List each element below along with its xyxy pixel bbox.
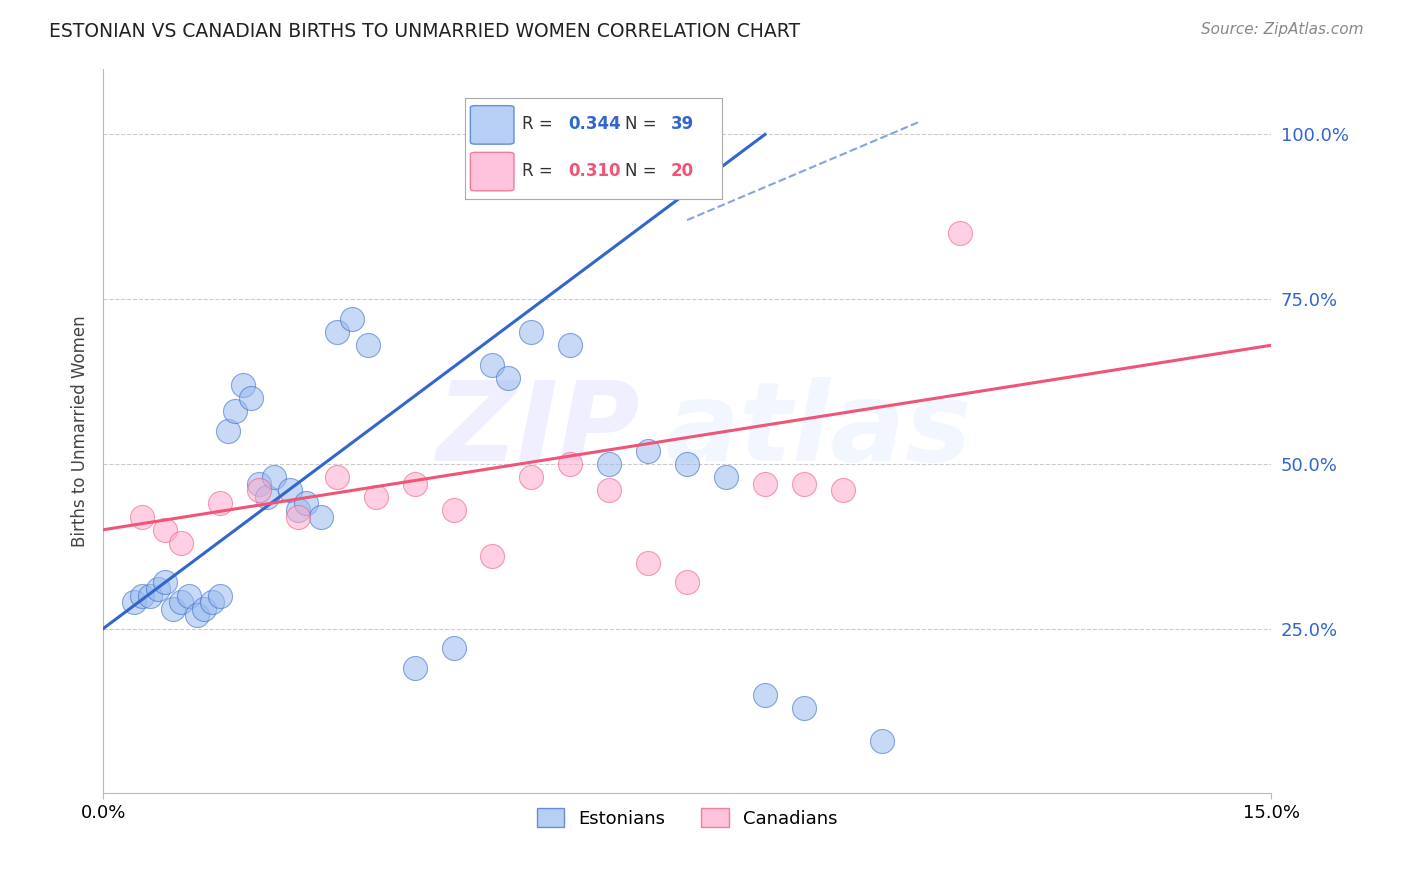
Point: [754, 688, 776, 702]
Point: [598, 483, 620, 498]
Point: [676, 575, 699, 590]
Point: [287, 503, 309, 517]
Point: [357, 338, 380, 352]
Point: [481, 549, 503, 563]
Point: [560, 457, 582, 471]
Point: [224, 404, 246, 418]
Point: [217, 424, 239, 438]
Point: [404, 476, 426, 491]
Point: [294, 496, 316, 510]
Point: [162, 602, 184, 616]
Point: [637, 443, 659, 458]
Point: [443, 503, 465, 517]
Y-axis label: Births to Unmarried Women: Births to Unmarried Women: [72, 315, 89, 547]
Point: [287, 509, 309, 524]
Point: [520, 325, 543, 339]
Point: [208, 589, 231, 603]
Point: [325, 470, 347, 484]
Point: [496, 371, 519, 385]
Point: [481, 358, 503, 372]
Text: atlas: atlas: [664, 377, 972, 484]
Point: [186, 608, 208, 623]
Point: [520, 470, 543, 484]
Point: [637, 556, 659, 570]
Point: [201, 595, 224, 609]
Point: [124, 595, 146, 609]
Point: [793, 700, 815, 714]
Point: [170, 536, 193, 550]
Point: [404, 661, 426, 675]
Point: [263, 470, 285, 484]
Point: [754, 476, 776, 491]
Legend: Estonians, Canadians: Estonians, Canadians: [530, 801, 845, 835]
Point: [177, 589, 200, 603]
Point: [443, 641, 465, 656]
Point: [831, 483, 853, 498]
Point: [676, 457, 699, 471]
Point: [193, 602, 215, 616]
Point: [232, 377, 254, 392]
Point: [170, 595, 193, 609]
Point: [256, 490, 278, 504]
Point: [146, 582, 169, 596]
Point: [247, 476, 270, 491]
Point: [155, 575, 177, 590]
Point: [364, 490, 387, 504]
Point: [240, 391, 263, 405]
Point: [309, 509, 332, 524]
Point: [598, 457, 620, 471]
Point: [155, 523, 177, 537]
Point: [714, 470, 737, 484]
Point: [870, 733, 893, 747]
Point: [208, 496, 231, 510]
Point: [139, 589, 162, 603]
Point: [247, 483, 270, 498]
Point: [325, 325, 347, 339]
Text: ZIP: ZIP: [437, 377, 640, 484]
Point: [560, 338, 582, 352]
Point: [278, 483, 301, 498]
Point: [131, 589, 153, 603]
Text: Source: ZipAtlas.com: Source: ZipAtlas.com: [1201, 22, 1364, 37]
Point: [342, 312, 364, 326]
Point: [131, 509, 153, 524]
Text: ESTONIAN VS CANADIAN BIRTHS TO UNMARRIED WOMEN CORRELATION CHART: ESTONIAN VS CANADIAN BIRTHS TO UNMARRIED…: [49, 22, 800, 41]
Point: [949, 226, 972, 240]
Point: [793, 476, 815, 491]
